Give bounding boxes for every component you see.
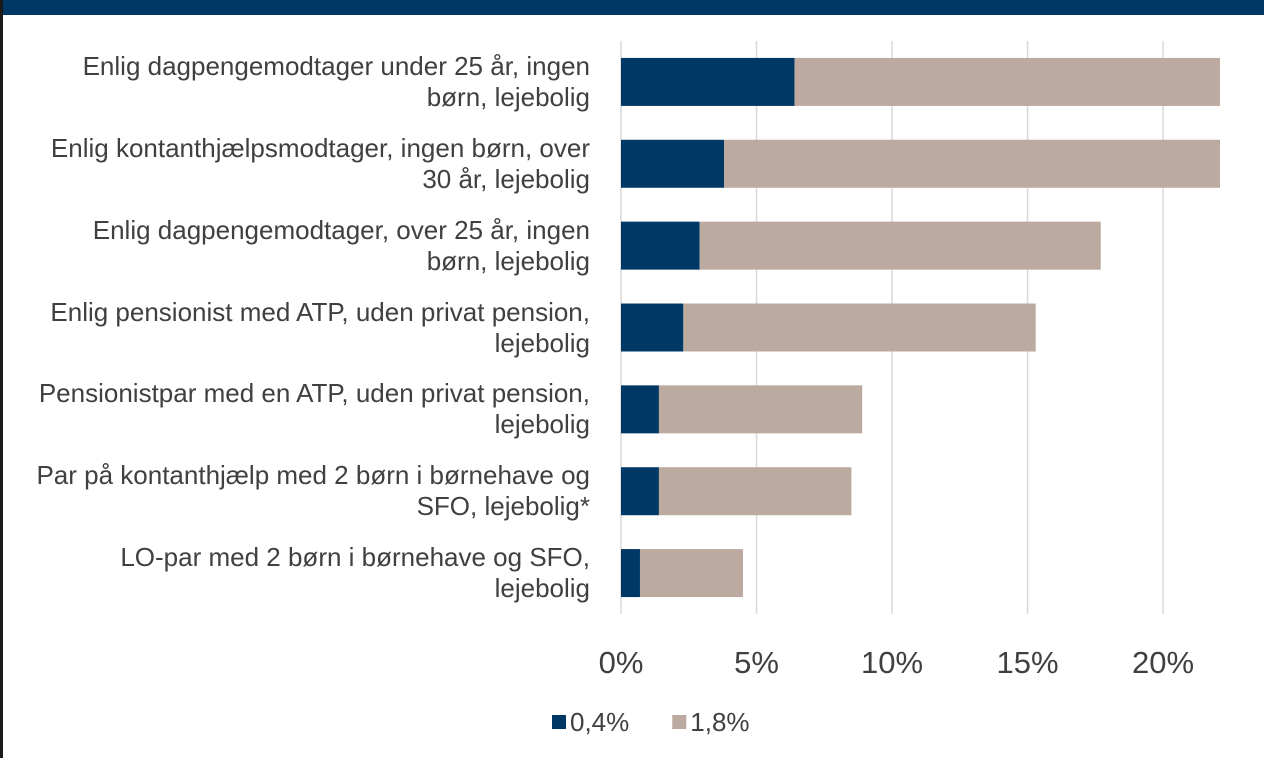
frame-line: [0, 0, 3, 758]
legend-swatch: [552, 715, 566, 729]
bar-segment: [658, 385, 863, 434]
bar-segment: [699, 221, 1101, 270]
bar-segment: [794, 57, 1220, 106]
x-tick-label: 10%: [861, 645, 923, 680]
legend-label: 1,8%: [690, 707, 749, 737]
x-tick-label: 15%: [997, 645, 1059, 680]
bar-segment: [621, 57, 795, 106]
bar-segment: [683, 303, 1036, 352]
bar-segment: [621, 467, 659, 516]
category-label: Par på kontanthjælp med 2 børn i børneha…: [36, 460, 590, 522]
bar-segment: [639, 549, 743, 598]
x-tick-label: 20%: [1132, 645, 1194, 680]
legend-swatch: [672, 715, 687, 729]
bar-segment: [621, 139, 724, 188]
bar-segment: [621, 385, 659, 434]
category-label: Enlig dagpengemodtager under 25 år, inge…: [82, 50, 590, 112]
category-label: LO-par med 2 børn i børnehave og SFO, le…: [120, 542, 590, 604]
bar-segment: [621, 221, 700, 270]
bar-segment: [621, 303, 684, 352]
category-label: Enlig kontanthjælpsmodtager, ingen børn,…: [50, 132, 590, 194]
category-label: Enlig pensionist med ATP, uden privat pe…: [50, 296, 590, 358]
x-tick-label: 5%: [734, 645, 779, 680]
x-tick-label: 0%: [599, 645, 644, 680]
bar-segment: [723, 139, 1220, 188]
category-label: Pensionistpar med en ATP, uden privat pe…: [38, 378, 590, 440]
bar-segment: [658, 467, 852, 516]
category-label: Enlig dagpengemodtager, over 25 år, inge…: [92, 214, 590, 276]
bar-segment: [621, 549, 640, 598]
header-bar: [0, 0, 1264, 15]
legend-label: 0,4%: [570, 707, 629, 737]
